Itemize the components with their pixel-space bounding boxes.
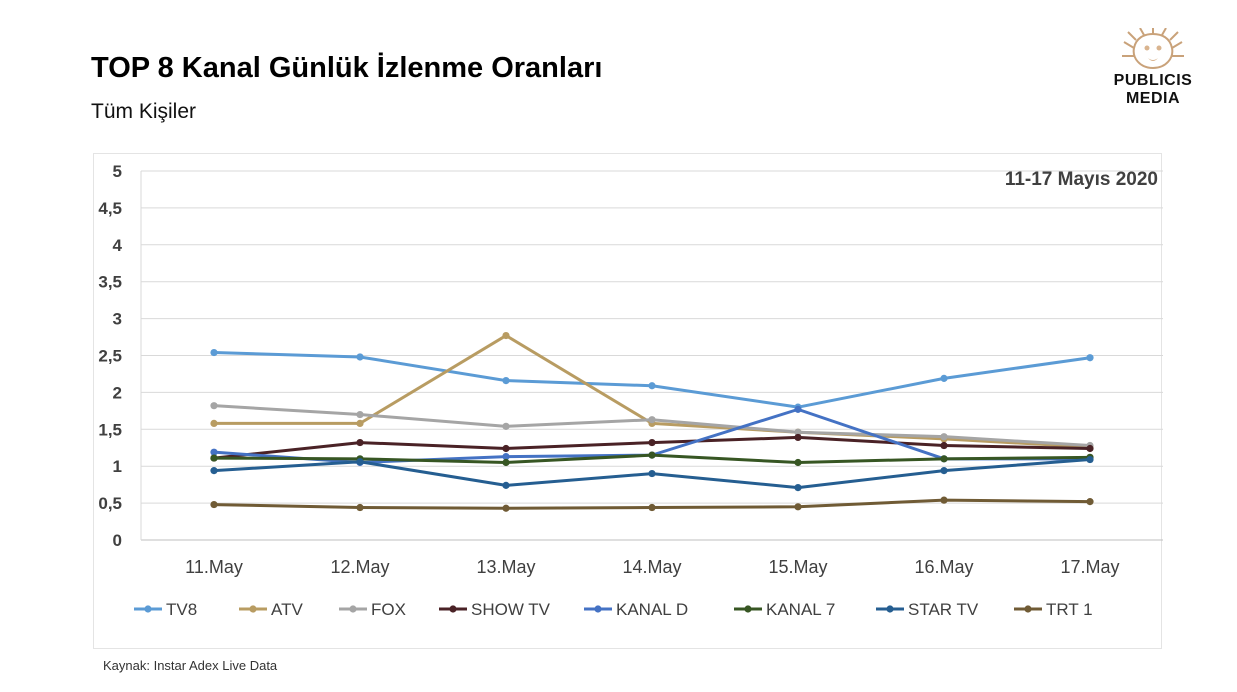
data-point <box>648 438 656 447</box>
y-tick-label: 5 <box>113 162 122 181</box>
data-point <box>502 481 510 489</box>
lion-head-icon <box>1122 28 1184 70</box>
y-tick-label: 1,5 <box>98 420 122 439</box>
data-point <box>794 503 802 511</box>
data-point <box>210 402 218 410</box>
page-subtitle: Tüm Kişiler <box>91 100 197 123</box>
line-chart: 0 0,5 1 1,5 2 2,5 3 3,5 4 4,5 5 11.May 12.May 13.May 1… <box>98 162 1163 619</box>
data-point <box>648 451 656 459</box>
data-point <box>356 438 364 447</box>
logo-text-line2: MEDIA <box>1125 90 1181 107</box>
data-point <box>940 433 948 441</box>
data-point <box>210 419 218 427</box>
x-tick-label: 16.May <box>914 557 973 577</box>
data-point <box>1086 498 1094 506</box>
data-point <box>356 503 364 512</box>
data-point <box>356 353 364 361</box>
legend-swatch-marker <box>144 605 152 613</box>
data-point <box>502 376 510 385</box>
logo-text-line1: PUBLICIS <box>1113 72 1193 89</box>
y-tick-label: 3 <box>113 310 122 329</box>
data-point <box>794 484 802 492</box>
data-point <box>794 458 802 467</box>
chart-area: 0 0,5 1 1,5 2 2,5 3 3,5 4 4,5 5 11.May 12.May 13.May 1… <box>93 153 1163 649</box>
x-tick-label: 17.May <box>1060 557 1119 577</box>
series-line <box>212 351 1092 409</box>
data-point <box>1086 354 1094 362</box>
data-point <box>502 422 510 430</box>
data-point <box>210 348 218 357</box>
source-note: Kaynak: Instar Adex Live Data <box>103 658 278 673</box>
y-tick-label: 3,5 <box>98 273 122 292</box>
legend-label: TV8 <box>166 600 197 619</box>
data-point <box>210 467 218 475</box>
x-tick-label: 15.May <box>768 557 827 577</box>
x-tick-label: 11.May <box>185 557 243 577</box>
data-point <box>356 410 364 419</box>
data-point <box>356 419 364 427</box>
publicis-media-logo: PUBLICIS MEDIA <box>1098 28 1208 114</box>
data-point <box>502 444 510 453</box>
x-tick-label: 13.May <box>476 557 535 577</box>
data-point <box>794 433 802 442</box>
data-point <box>648 469 656 478</box>
data-point <box>940 374 948 382</box>
data-point <box>210 454 218 462</box>
x-tick-label: 14.May <box>622 557 681 577</box>
legend-label: ATV <box>271 600 303 619</box>
series-line <box>212 334 1092 449</box>
legend-swatch-marker <box>449 605 457 613</box>
legend-label: KANAL 7 <box>766 600 835 619</box>
data-point <box>940 467 948 475</box>
data-point <box>502 504 510 512</box>
data-point <box>502 331 510 340</box>
y-tick-label: 0,5 <box>98 494 122 513</box>
data-point <box>502 453 510 461</box>
data-point <box>794 428 802 436</box>
legend-label: STAR TV <box>908 600 979 619</box>
data-point <box>356 458 364 466</box>
data-point <box>648 503 656 512</box>
legend-label: KANAL D <box>616 600 688 619</box>
data-point <box>502 458 510 467</box>
y-tick-label: 1 <box>113 457 122 476</box>
data-point <box>210 448 218 456</box>
data-point <box>940 455 948 463</box>
y-tick-label: 2 <box>113 383 122 402</box>
data-point <box>1086 455 1094 464</box>
legend-swatch-marker <box>249 605 257 613</box>
legend-swatch-marker <box>744 605 752 613</box>
y-tick-label: 4,5 <box>98 199 122 218</box>
data-point <box>648 382 656 390</box>
y-tick-label: 4 <box>113 236 123 255</box>
x-tick-label: 12.May <box>330 557 389 577</box>
data-point <box>940 441 948 450</box>
y-tick-label: 2,5 <box>98 347 122 366</box>
page-title: TOP 8 Kanal Günlük İzlenme Oranları <box>91 52 603 84</box>
legend-label: FOX <box>371 600 406 619</box>
data-point <box>648 416 656 424</box>
legend-swatch-marker <box>594 605 602 613</box>
legend-swatch-marker <box>1024 605 1032 613</box>
data-point <box>210 500 218 509</box>
legend-label: SHOW TV <box>471 600 551 619</box>
date-range-annotation: 11-17 Mayıs 2020 <box>1005 169 1158 190</box>
legend-swatch-marker <box>349 605 357 613</box>
legend-label: TRT 1 <box>1046 600 1093 619</box>
y-tick-label: 0 <box>113 531 122 550</box>
data-point <box>940 496 948 504</box>
legend-swatch-marker <box>886 605 894 613</box>
data-point <box>794 405 802 413</box>
data-point <box>1086 444 1094 453</box>
